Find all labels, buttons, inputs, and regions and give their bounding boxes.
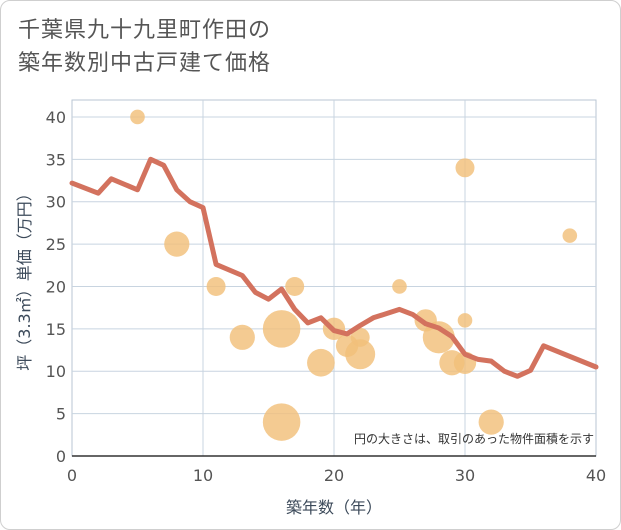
price-line-series (69, 156, 599, 379)
bubble-point (457, 313, 473, 328)
y-axis-label: 坪（3.3㎡）単価（万円） (15, 185, 34, 370)
chart-title-line2: 築年数別中古戸建て価格 (18, 51, 272, 76)
bubble-point (130, 109, 145, 125)
bubble-point (307, 348, 335, 377)
bubble-point (164, 231, 190, 257)
bubble-size-note: 円の大きさは、取引のあった物件面積を示す (354, 431, 594, 446)
bubble-point (422, 321, 455, 354)
bubble-point (285, 276, 305, 296)
y-tick-label: 35 (46, 150, 66, 169)
y-tick-label: 20 (46, 277, 66, 296)
chart-title-line1: 千葉県九十九里町作田の (18, 18, 272, 43)
chart-title: 千葉県九十九里町作田の 築年数別中古戸建て価格 (18, 14, 271, 80)
bubble-point (229, 324, 255, 350)
bubble-point (350, 327, 370, 347)
x-tick-label: 30 (455, 466, 475, 485)
y-tick-label: 0 (56, 447, 66, 466)
x-axis-label: 築年数（年） (286, 498, 382, 517)
x-tick-label: 0 (67, 466, 77, 485)
price-line (69, 156, 599, 379)
y-tick-label: 10 (46, 362, 66, 381)
bubble-point (345, 339, 376, 370)
bubble-point (392, 279, 407, 294)
grid (71, 99, 597, 457)
tick-labels: 0 10 20 30 40 0 5 10 15 20 25 30 35 40 (46, 108, 607, 485)
y-tick-label: 40 (46, 108, 66, 127)
y-tick-label: 15 (46, 320, 66, 339)
bubble-point (478, 409, 504, 435)
y-tick-label: 5 (56, 405, 66, 424)
bubble-point (455, 158, 475, 178)
bubble-point (206, 276, 226, 296)
y-tick-label: 30 (46, 193, 66, 212)
x-tick-label: 40 (586, 466, 606, 485)
x-tick-label: 10 (193, 466, 213, 485)
bubble-point (262, 403, 301, 441)
bubble-point (562, 228, 578, 243)
y-tick-label: 25 (46, 235, 66, 254)
bubble-point (262, 310, 301, 348)
x-tick-label: 20 (324, 466, 344, 485)
